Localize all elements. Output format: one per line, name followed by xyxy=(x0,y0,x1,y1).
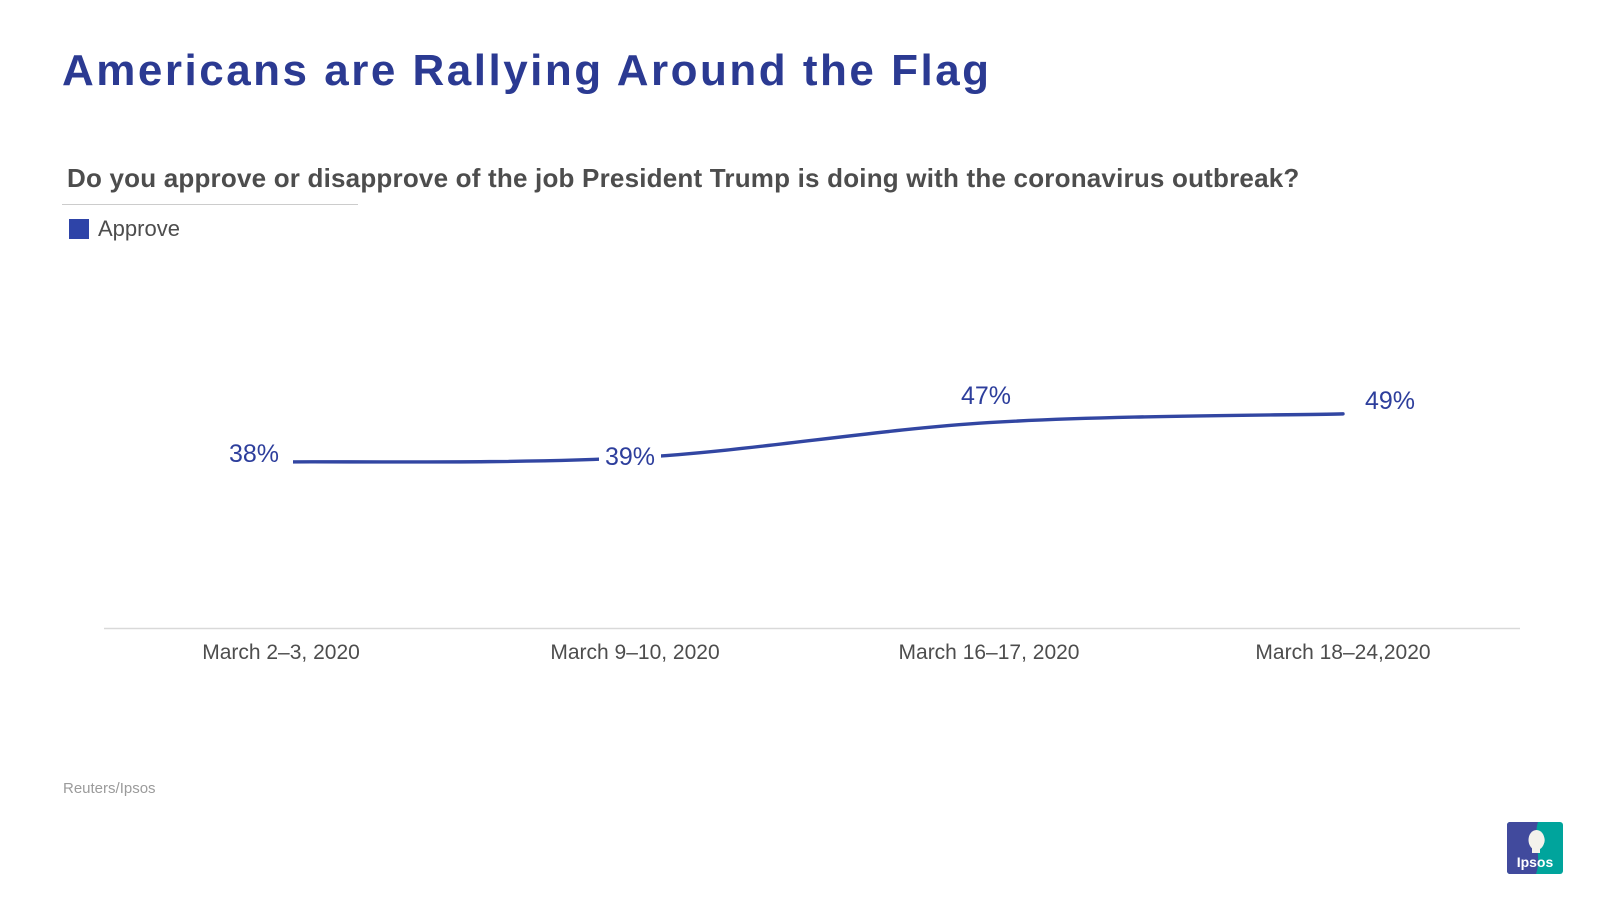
legend-swatch xyxy=(69,219,89,239)
source-text: Reuters/Ipsos xyxy=(63,780,156,797)
ipsos-logo: Ipsos xyxy=(1507,822,1563,874)
x-axis-label-4: March 18–24,2020 xyxy=(1255,641,1431,664)
survey-question: Do you approve or disapprove of the job … xyxy=(67,163,1300,193)
value-label-3: 47% xyxy=(961,382,1012,410)
page-title: Americans are Rallying Around the Flag xyxy=(62,46,992,95)
x-axis-label-1: March 2–3, 2020 xyxy=(202,641,360,664)
value-label-2: 39% xyxy=(599,444,662,470)
value-label-1: 38% xyxy=(227,441,294,467)
legend-label: Approve xyxy=(98,216,180,241)
logo-wordmark: Ipsos xyxy=(1517,854,1554,870)
face-silhouette-icon xyxy=(1528,830,1545,853)
x-axis-label-2: March 9–10, 2020 xyxy=(550,641,720,664)
value-label-4: 49% xyxy=(1365,387,1416,415)
legend: Approve xyxy=(69,216,180,242)
x-axis-label-3: March 16–17, 2020 xyxy=(898,641,1080,664)
approve-line xyxy=(279,412,1345,464)
question-underline xyxy=(62,204,358,205)
